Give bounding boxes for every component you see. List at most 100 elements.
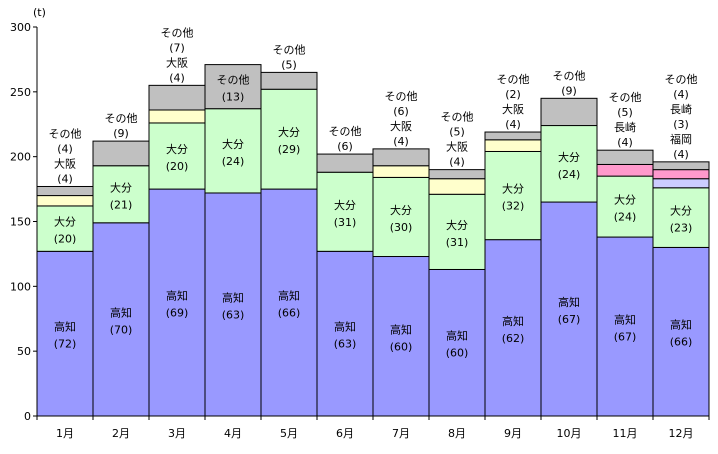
data-label-name: その他 [609,91,642,104]
data-label-pct: (5) [281,58,297,71]
x-tick-label: 8月 [448,427,466,440]
data-label-pct: (9) [561,84,577,97]
bar-segment-other [484,131,542,141]
data-label-name: 大分 [334,198,356,212]
bars-layer [36,64,710,417]
labels-layer: 高知(72)大分(20)その他(4)大阪(4)高知(70)大分(21)その他(9… [49,26,698,359]
bar-segment-osaka [372,165,430,178]
data-label-name: 高知 [110,305,132,319]
bar-segment-osaka [428,178,486,195]
y-tick-label: 50 [17,345,31,358]
bar-segment-other [372,148,430,167]
bar-segment-oita [596,175,654,238]
y-tick-label: 0 [24,410,31,423]
x-tick-label: 12月 [669,427,694,440]
data-label-pct: (13) [222,91,245,104]
bar-segment-oita [372,176,430,258]
data-label-name: 大分 [278,125,300,139]
data-label-name: その他 [273,43,306,56]
data-label-name: 高知 [54,320,76,334]
bar-segment-other [540,97,598,127]
data-label-pct: (23) [670,222,693,235]
data-label-pct: (5) [449,126,465,139]
x-tick-label: 5月 [280,427,298,440]
data-label-name: 高知 [502,314,524,328]
bar-segment-other [316,153,374,173]
data-label-name: その他 [553,69,586,82]
bar-segment-kochi [260,188,318,417]
data-label-name: 大阪 [166,55,188,69]
bar-segment-fukuoka [652,178,710,189]
bar-segment-nagasaki [652,169,710,180]
data-label-pct: (31) [446,236,469,249]
data-label-name: 大分 [110,180,132,194]
bar-segment-other [652,161,710,171]
data-label-pct: (24) [614,211,637,224]
bar-segment-other [260,71,318,90]
data-label-name: 大分 [446,218,468,232]
data-label-name: 大分 [502,182,524,196]
bar-segment-other [92,140,150,167]
data-label-pct: (4) [617,136,633,149]
x-tick-label: 3月 [168,427,186,440]
data-label-pct: (3) [673,118,689,131]
data-label-pct: (24) [222,155,245,168]
data-label-pct: (4) [673,148,689,161]
bar-segment-nagasaki [596,163,654,177]
data-label-pct: (21) [110,198,133,211]
data-label-pct: (4) [673,88,689,101]
data-label-pct: (9) [113,127,129,140]
data-label-pct: (4) [57,142,73,155]
data-label-name: 高知 [614,313,636,327]
data-label-name: 大分 [54,215,76,229]
data-label-name: 高知 [222,290,244,304]
data-label-pct: (67) [558,313,581,326]
bar-segment-oita [652,187,710,248]
data-label-pct: (4) [57,172,73,185]
data-label-name: 高知 [334,320,356,334]
bar-segment-kochi [540,201,598,417]
data-label-pct: (32) [502,200,525,213]
y-tick-label: 300 [10,21,31,34]
data-label-name: 高知 [166,289,188,303]
data-label-pct: (5) [617,106,633,119]
y-tick-label: 150 [10,216,31,229]
data-label-pct: (20) [166,160,189,173]
data-label-name: 高知 [390,322,412,336]
bar-segment-oita [260,88,318,190]
data-label-name: 大分 [390,203,412,217]
data-label-pct: (63) [334,338,357,351]
data-label-name: その他 [665,73,698,86]
data-label-pct: (67) [614,331,637,344]
data-label-pct: (72) [54,338,77,351]
data-label-name: 大分 [670,204,692,218]
data-label-pct: (60) [390,340,413,353]
data-label-pct: (70) [110,323,133,336]
data-label-pct: (6) [393,105,409,118]
data-label-name: 大分 [222,137,244,151]
y-tick-label: 250 [10,86,31,99]
data-label-name: 大阪 [54,156,76,170]
bar-segment-other [204,64,262,110]
data-label-pct: (60) [446,347,469,360]
data-label-name: 大分 [166,142,188,156]
data-label-pct: (63) [222,308,245,321]
bar-segment-kochi [316,250,374,417]
bar-segment-other [428,169,486,180]
bar-segment-other [148,84,206,111]
bar-segment-oita [148,122,206,190]
data-label-name: 長崎 [614,120,636,134]
data-label-pct: (62) [502,332,525,345]
data-label-name: 大分 [614,193,636,207]
bar-segment-kochi [372,256,430,417]
bar-segment-kochi [36,250,94,417]
data-label-name: その他 [441,111,474,124]
x-tick-label: 11月 [613,427,638,440]
bar-segment-oita [204,108,262,194]
data-label-name: 高知 [670,318,692,332]
data-label-name: 大分 [558,150,580,164]
data-label-name: その他 [105,112,138,125]
data-label-pct: (20) [54,233,77,246]
data-label-pct: (7) [169,41,185,54]
